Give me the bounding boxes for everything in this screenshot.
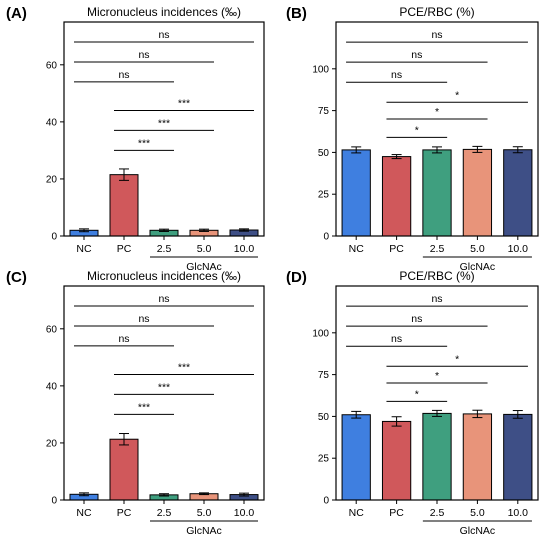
significance-label: ns	[158, 293, 169, 305]
significance-label: ns	[118, 333, 129, 345]
x-tick-label: 10.0	[508, 243, 529, 255]
significance-label: ns	[431, 293, 442, 305]
x-tick-label: NC	[76, 507, 92, 519]
y-tick-label: 0	[323, 496, 329, 507]
significance-label: ***	[158, 117, 170, 129]
significance-label: ns	[431, 29, 442, 41]
significance-label: *	[455, 353, 459, 365]
x-tick-label: NC	[349, 507, 365, 519]
x-tick-label: 2.5	[157, 243, 172, 255]
chart-title: Micronucleus incidences (‰)	[87, 269, 241, 283]
group-label: GlcNAc	[186, 261, 222, 273]
panel-label: (D)	[286, 269, 307, 286]
panel-label: (A)	[6, 5, 27, 22]
x-tick-label: 10.0	[234, 243, 255, 255]
significance-label: ***	[158, 381, 170, 393]
chart-title: Micronucleus incidences (‰)	[87, 5, 241, 19]
x-tick-label: NC	[349, 243, 365, 255]
significance-label: ***	[178, 97, 190, 109]
significance-label: *	[415, 388, 419, 400]
bar	[462, 148, 493, 237]
significance-label: *	[435, 370, 439, 382]
x-tick-label: 5.0	[197, 507, 212, 519]
y-tick-label: 25	[318, 454, 330, 465]
x-tick-label: 5.0	[197, 243, 212, 255]
chart-panel-1: (A) Micronucleus incidences (‰)nsnsns****…	[6, 5, 265, 273]
panel-label: (C)	[6, 269, 27, 286]
group-label: GlcNAc	[186, 525, 222, 537]
significance-label: ns	[138, 49, 149, 61]
x-tick-label: PC	[389, 243, 404, 255]
bar	[422, 149, 452, 237]
y-tick-label: 40	[46, 117, 58, 128]
significance-label: ***	[138, 137, 150, 149]
significance-label: ns	[118, 69, 129, 81]
significance-label: ns	[391, 333, 402, 345]
significance-label: ns	[138, 313, 149, 325]
significance-label: ns	[158, 29, 169, 41]
significance-label: ***	[178, 361, 190, 373]
bar	[109, 174, 139, 237]
significance-label: *	[415, 124, 419, 136]
significance-label: *	[455, 89, 459, 101]
bar	[503, 149, 533, 237]
bar	[381, 156, 412, 237]
bar	[341, 149, 371, 237]
x-tick-label: 2.5	[430, 243, 445, 255]
bar	[381, 420, 412, 501]
bar	[109, 438, 139, 501]
y-tick-label: 25	[318, 190, 330, 201]
x-tick-label: PC	[117, 507, 132, 519]
y-tick-label: 60	[46, 60, 58, 71]
x-tick-label: 10.0	[508, 507, 529, 519]
panel-label: (B)	[286, 5, 307, 22]
significance-label: ns	[411, 49, 422, 61]
x-tick-label: PC	[117, 243, 132, 255]
y-tick-label: 50	[318, 148, 330, 159]
bar	[503, 413, 533, 501]
x-tick-label: 2.5	[157, 507, 172, 519]
bar	[341, 414, 371, 501]
significance-label: ns	[391, 69, 402, 81]
y-tick-label: 50	[318, 412, 330, 423]
group-label: GlcNAc	[460, 525, 496, 537]
x-tick-label: 10.0	[234, 507, 255, 519]
y-tick-label: 20	[46, 438, 58, 449]
chart-title: PCE/RBC (%)	[399, 5, 474, 19]
x-tick-label: NC	[76, 243, 92, 255]
bar	[462, 413, 493, 501]
significance-label: ***	[138, 401, 150, 413]
x-tick-label: 5.0	[470, 243, 485, 255]
significance-label: ns	[411, 313, 422, 325]
y-tick-label: 100	[312, 64, 329, 75]
significance-label: *	[435, 106, 439, 118]
y-tick-label: 20	[46, 174, 58, 185]
chart-title: PCE/RBC (%)	[399, 269, 474, 283]
y-tick-label: 40	[46, 381, 58, 392]
x-tick-label: 2.5	[430, 507, 445, 519]
y-tick-label: 0	[51, 232, 57, 243]
group-label: GlcNAc	[460, 261, 496, 273]
x-tick-label: 5.0	[470, 507, 485, 519]
y-tick-label: 75	[318, 106, 330, 117]
y-tick-label: 75	[318, 370, 330, 381]
x-tick-label: PC	[389, 507, 404, 519]
bar	[422, 412, 452, 501]
y-tick-label: 60	[46, 324, 58, 335]
chart-panel-3: (C) Micronucleus incidences (‰)nsnsns****…	[6, 269, 265, 537]
y-tick-label: 100	[312, 328, 329, 339]
y-tick-label: 0	[51, 496, 57, 507]
y-tick-label: 0	[323, 232, 329, 243]
